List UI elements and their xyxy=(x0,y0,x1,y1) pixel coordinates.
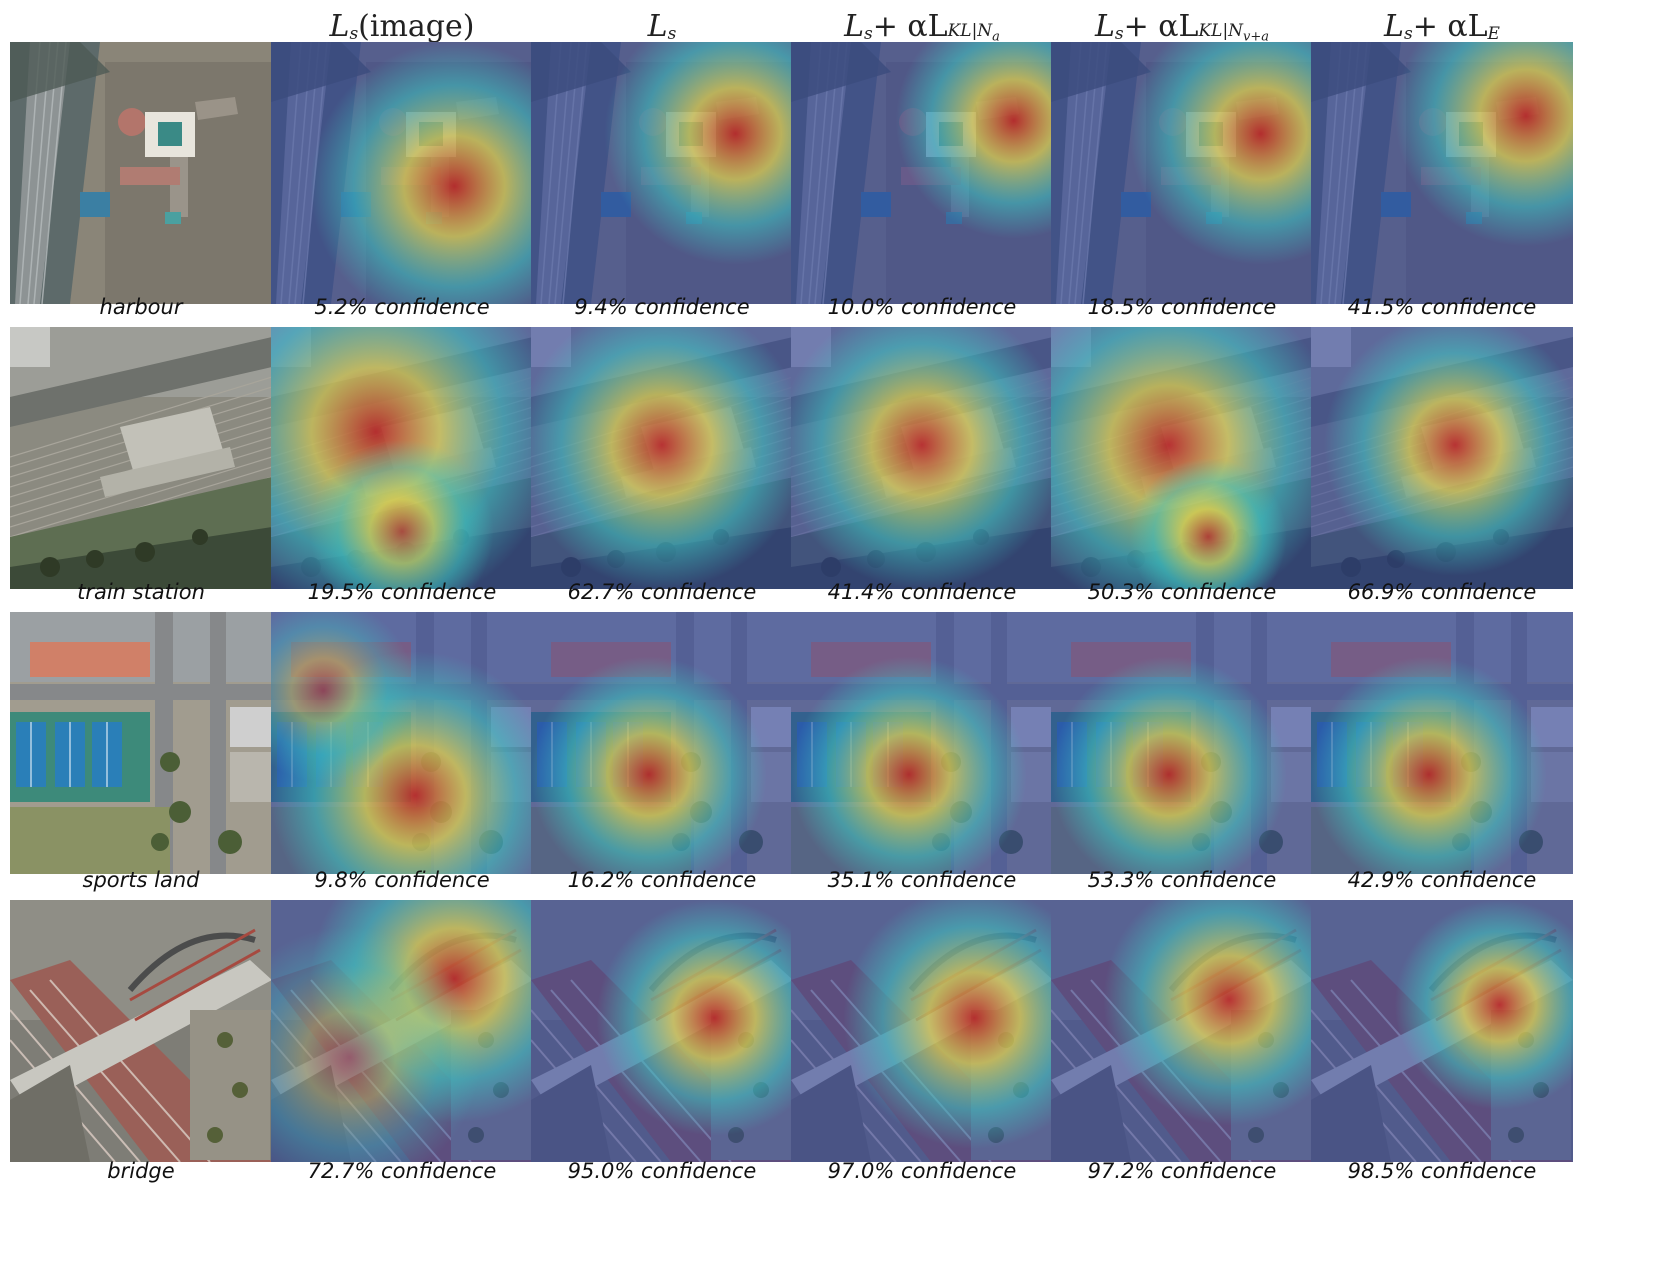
heatmap-image xyxy=(271,42,533,304)
row-label: train station xyxy=(77,580,205,604)
header-extra-sub: KL|Nv+a xyxy=(1198,20,1270,44)
heatmap-image xyxy=(271,612,533,874)
header-extra: (image) xyxy=(358,9,475,44)
row-label: sports land xyxy=(82,868,200,892)
heatmap-image xyxy=(1051,612,1313,874)
heatmap-image xyxy=(1051,42,1313,304)
heatmap-image xyxy=(531,327,793,589)
header-main: L xyxy=(329,9,350,44)
confidence-caption: 35.1% confidence xyxy=(827,868,1017,892)
heatmap-image xyxy=(531,42,793,304)
header-sub: s xyxy=(863,24,873,44)
confidence-caption: 41.4% confidence xyxy=(827,580,1017,604)
header-extra-subsub: a xyxy=(992,29,1000,44)
confidence-caption: 98.5% confidence xyxy=(1347,1159,1537,1183)
heatmap-image xyxy=(531,900,793,1162)
confidence-caption: 42.9% confidence xyxy=(1347,868,1537,892)
heatmap-image xyxy=(791,42,1053,304)
header-main: L xyxy=(1384,9,1404,44)
header-extra: + αL xyxy=(1123,9,1199,44)
row-label: harbour xyxy=(99,295,183,319)
heatmap-image xyxy=(1311,900,1573,1162)
original-image xyxy=(10,327,272,589)
confidence-caption: 62.7% confidence xyxy=(567,580,757,604)
confidence-caption: 66.9% confidence xyxy=(1347,580,1537,604)
heatmap-image xyxy=(531,612,793,874)
header-sub: s xyxy=(349,24,359,44)
confidence-caption: 9.8% confidence xyxy=(314,868,490,892)
original-image xyxy=(10,42,272,304)
header-extra: + αL xyxy=(872,9,948,44)
confidence-caption: 53.3% confidence xyxy=(1087,868,1277,892)
heatmap-image xyxy=(791,900,1053,1162)
original-image xyxy=(10,612,272,874)
header-main: L xyxy=(647,9,668,44)
header-sub: s xyxy=(1114,24,1124,44)
header-main: L xyxy=(1094,9,1115,44)
header-extra-sub: KL|Na xyxy=(947,20,1000,44)
confidence-caption: 5.2% confidence xyxy=(314,295,490,319)
confidence-caption: 50.3% confidence xyxy=(1087,580,1277,604)
heatmap-image xyxy=(1311,42,1573,304)
confidence-caption: 16.2% confidence xyxy=(567,868,757,892)
heatmap-image xyxy=(1311,327,1573,589)
original-image xyxy=(10,900,272,1162)
heatmap-image xyxy=(1051,327,1313,589)
heatmap-image xyxy=(271,900,533,1162)
header-extra: + αL xyxy=(1412,9,1488,44)
confidence-caption: 19.5% confidence xyxy=(307,580,497,604)
header-extra-subsub: v+a xyxy=(1243,29,1270,44)
header-sub: s xyxy=(1403,24,1413,44)
heatmap-image xyxy=(1051,900,1313,1162)
heatmap-image xyxy=(791,327,1053,589)
confidence-caption: 18.5% confidence xyxy=(1087,295,1277,319)
heatmap-image xyxy=(271,327,533,589)
header-main: L xyxy=(844,9,864,44)
header-extra-sub: E xyxy=(1487,24,1500,44)
heatmap-image xyxy=(791,612,1053,874)
confidence-caption: 9.4% confidence xyxy=(574,295,750,319)
confidence-caption: 72.7% confidence xyxy=(307,1159,497,1183)
confidence-caption: 97.0% confidence xyxy=(827,1159,1017,1183)
confidence-caption: 10.0% confidence xyxy=(827,295,1017,319)
row-label: bridge xyxy=(107,1159,175,1183)
heatmap-image xyxy=(1311,612,1573,874)
confidence-caption: 95.0% confidence xyxy=(567,1159,757,1183)
header-sub: s xyxy=(667,24,677,44)
confidence-caption: 97.2% confidence xyxy=(1087,1159,1277,1183)
confidence-caption: 41.5% confidence xyxy=(1347,295,1537,319)
